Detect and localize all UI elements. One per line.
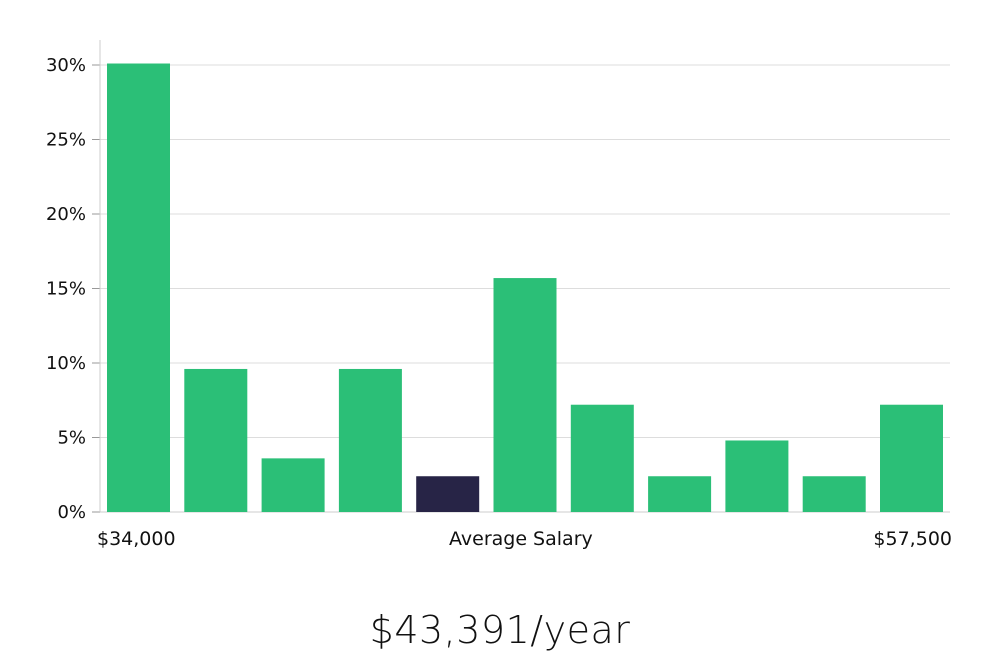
y-tick-label: 5%: [57, 428, 86, 449]
y-tick-label: 15%: [46, 279, 86, 300]
x-axis-title: Average Salary: [449, 528, 593, 550]
y-axis-ticks: 0% 5% 10% 15% 20% 25% 30%: [46, 55, 100, 523]
bar: [338, 368, 402, 512]
bars: [107, 63, 943, 512]
y-tick-label: 20%: [46, 204, 86, 225]
bar: [570, 404, 634, 512]
bar: [261, 458, 325, 512]
y-tick-label: 0%: [57, 502, 86, 523]
bar: [648, 476, 712, 512]
y-tick-label: 10%: [46, 353, 86, 374]
bar: [493, 278, 557, 512]
x-max-label: $57,500: [873, 528, 952, 550]
x-min-label: $34,000: [97, 528, 176, 550]
average-salary-value: $43,391/year: [369, 608, 631, 652]
bar: [802, 476, 866, 512]
y-tick-label: 30%: [46, 55, 86, 76]
bar-highlighted: [416, 476, 480, 512]
salary-distribution-chart: 0% 5% 10% 15% 20% 25% 30%: [46, 40, 950, 523]
bar: [880, 404, 943, 512]
bar: [184, 368, 248, 512]
y-tick-label: 25%: [46, 130, 86, 151]
bar: [107, 63, 170, 512]
bar: [725, 440, 789, 512]
